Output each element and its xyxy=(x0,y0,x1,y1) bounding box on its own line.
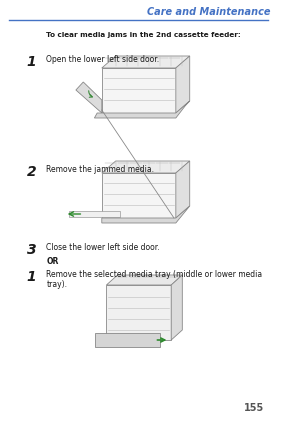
Polygon shape xyxy=(176,56,190,113)
Text: Care and Maintenance: Care and Maintenance xyxy=(147,7,270,17)
Polygon shape xyxy=(106,275,182,285)
Polygon shape xyxy=(102,56,190,68)
Text: 2: 2 xyxy=(27,165,36,179)
Text: 155: 155 xyxy=(244,403,264,413)
Text: 1: 1 xyxy=(27,55,36,69)
Polygon shape xyxy=(76,82,102,113)
Text: Remove the selected media tray (middle or lower media
tray).: Remove the selected media tray (middle o… xyxy=(46,270,262,289)
Polygon shape xyxy=(176,161,190,218)
Text: To clear media jams in the 2nd cassette feeder:: To clear media jams in the 2nd cassette … xyxy=(46,32,241,38)
Polygon shape xyxy=(69,211,120,217)
Text: Open the lower left side door.: Open the lower left side door. xyxy=(46,55,159,64)
Text: 1: 1 xyxy=(27,270,36,284)
Polygon shape xyxy=(102,173,176,218)
Polygon shape xyxy=(95,333,160,347)
FancyArrowPatch shape xyxy=(89,91,92,97)
Text: OR: OR xyxy=(46,257,59,266)
Polygon shape xyxy=(171,275,182,340)
Polygon shape xyxy=(94,101,190,118)
Text: Remove the jammed media.: Remove the jammed media. xyxy=(46,165,154,174)
Text: Close the lower left side door.: Close the lower left side door. xyxy=(46,243,160,252)
Polygon shape xyxy=(106,285,171,340)
Polygon shape xyxy=(102,206,190,223)
Polygon shape xyxy=(102,161,190,173)
Text: 3: 3 xyxy=(27,243,36,257)
Polygon shape xyxy=(102,68,176,113)
